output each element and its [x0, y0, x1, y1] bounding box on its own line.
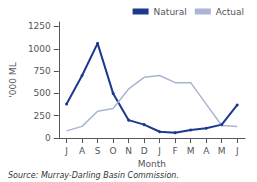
- svg-text:500: 500: [34, 88, 51, 98]
- svg-text:1000: 1000: [28, 44, 51, 54]
- svg-text:250: 250: [34, 111, 51, 121]
- svg-text:750: 750: [34, 66, 51, 76]
- svg-text:Source: Murray-Darling Basin C: Source: Murray-Darling Basin Commission.: [8, 171, 179, 180]
- svg-text:Actual: Actual: [216, 7, 244, 17]
- svg-text:O: O: [110, 146, 117, 156]
- svg-text:A: A: [203, 146, 210, 156]
- svg-text:J: J: [64, 146, 68, 156]
- svg-text:1250: 1250: [28, 21, 51, 31]
- svg-text:Month: Month: [138, 159, 166, 169]
- svg-text:F: F: [173, 146, 178, 156]
- svg-text:M: M: [187, 146, 195, 156]
- svg-text:J: J: [235, 146, 239, 156]
- svg-text:Natural: Natural: [154, 7, 187, 17]
- svg-text:J: J: [157, 146, 161, 156]
- svg-text:S: S: [95, 146, 101, 156]
- svg-text:0: 0: [45, 133, 51, 143]
- svg-text:A: A: [79, 146, 86, 156]
- svg-text:N: N: [125, 146, 132, 156]
- svg-text:M: M: [218, 146, 226, 156]
- svg-text:'000 ML: '000 ML: [8, 62, 18, 97]
- svg-text:D: D: [141, 146, 148, 156]
